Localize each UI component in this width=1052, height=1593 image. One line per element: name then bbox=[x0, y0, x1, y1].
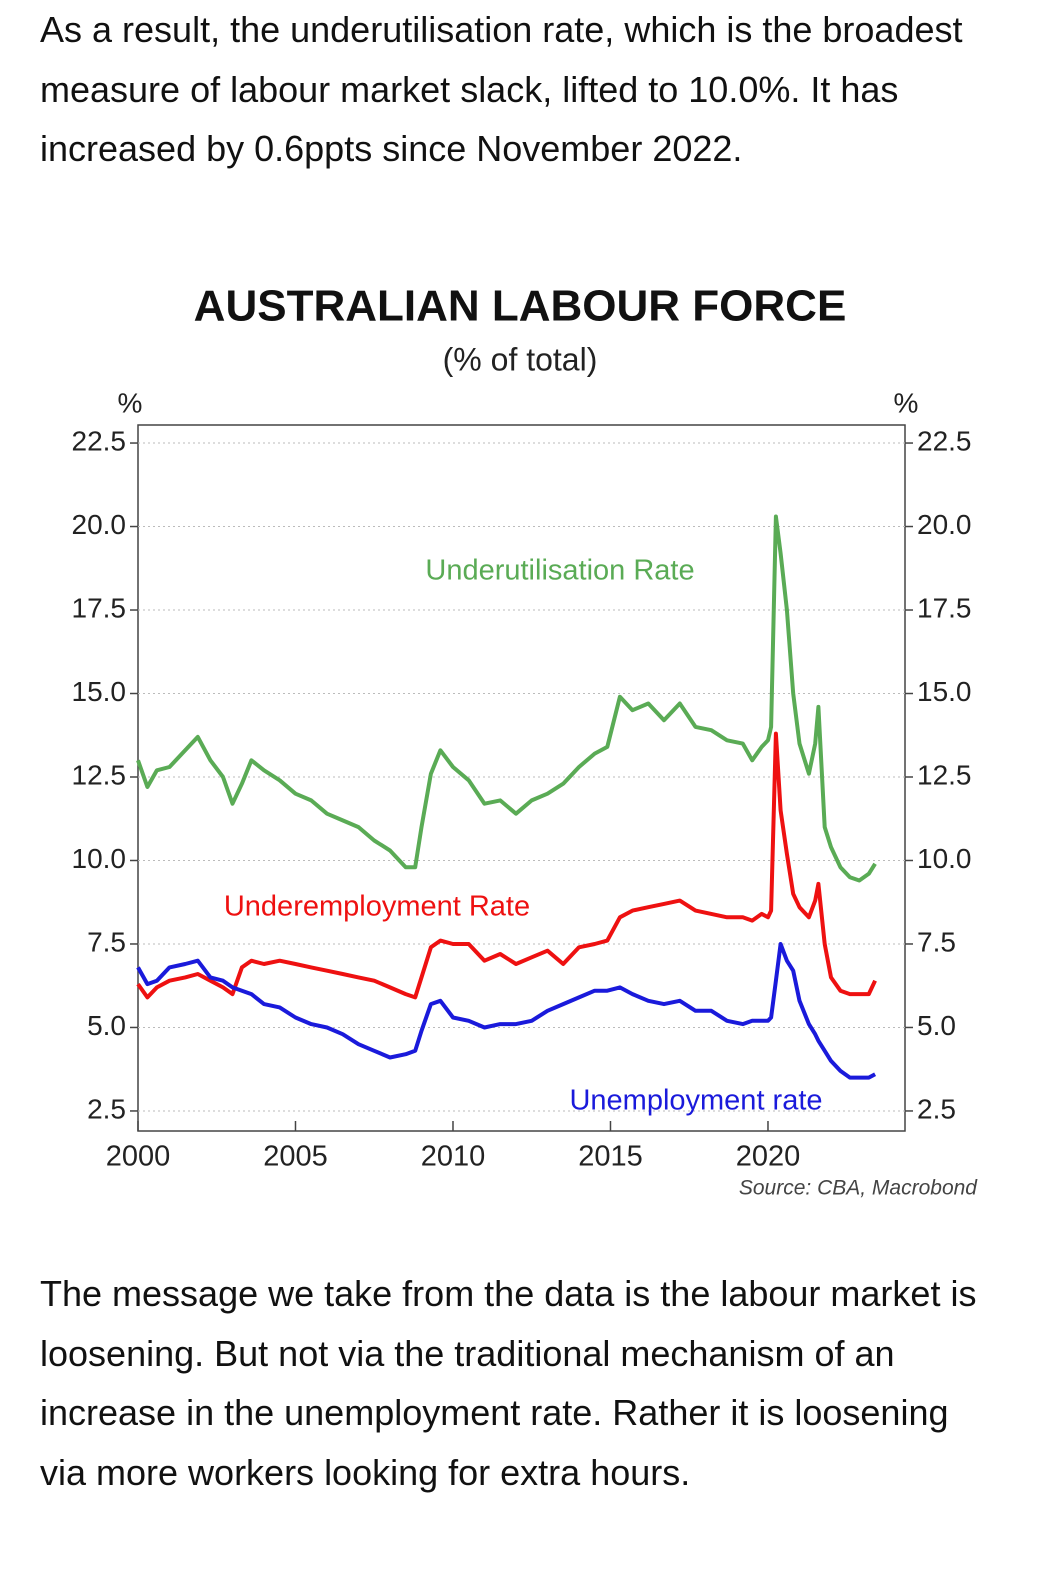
x-tick-label: 2010 bbox=[421, 1141, 486, 1173]
y-tick-label: 7.5 bbox=[87, 926, 126, 957]
y-tick-label: 12.5 bbox=[72, 759, 127, 790]
series-label: Underemployment Rate bbox=[224, 891, 530, 923]
series-line bbox=[136, 942, 877, 1080]
y-tick-label: 22.5 bbox=[72, 425, 127, 456]
y-tick-label: 5.0 bbox=[87, 1010, 126, 1041]
chart-title: AUSTRALIAN LABOUR FORCE bbox=[194, 282, 847, 331]
y-tick-label: 10.0 bbox=[72, 843, 127, 874]
x-tick-label: 2015 bbox=[578, 1141, 643, 1173]
y-tick-label: 2.5 bbox=[87, 1093, 126, 1124]
x-tick-label: 2005 bbox=[263, 1141, 328, 1173]
y2-tick-label: 5.0 bbox=[917, 1010, 956, 1041]
series-label: Unemployment rate bbox=[569, 1085, 822, 1117]
chart-subtitle: (% of total) bbox=[443, 341, 598, 377]
y-tick-label: 17.5 bbox=[72, 592, 127, 623]
x-tick-label: 2020 bbox=[736, 1141, 801, 1173]
y2-tick-label: 7.5 bbox=[917, 926, 956, 957]
series-line bbox=[136, 731, 877, 1000]
y-tick-label: 20.0 bbox=[72, 509, 127, 540]
paragraph: The message we take from the data is the… bbox=[40, 1273, 977, 1493]
y2-tick-label: 2.5 bbox=[917, 1093, 956, 1124]
y2-tick-label: 12.5 bbox=[917, 759, 972, 790]
series-line bbox=[136, 514, 877, 883]
series-label: Underutilisation Rate bbox=[425, 555, 694, 587]
y2-axis-label: % bbox=[894, 387, 919, 418]
paragraph: As a result, the underutilisation rate, … bbox=[40, 9, 963, 169]
plot-frame bbox=[137, 424, 906, 1132]
y2-tick-label: 10.0 bbox=[917, 843, 972, 874]
y-axis-label: % bbox=[118, 387, 143, 418]
y2-tick-label: 20.0 bbox=[917, 509, 972, 540]
source-note: Source: CBA, Macrobond bbox=[739, 1177, 978, 1200]
x-tick-label: 2000 bbox=[106, 1141, 171, 1173]
y2-tick-label: 22.5 bbox=[917, 425, 972, 456]
y2-tick-label: 17.5 bbox=[917, 592, 972, 623]
y-tick-label: 15.0 bbox=[72, 676, 127, 707]
y2-tick-label: 15.0 bbox=[917, 676, 972, 707]
